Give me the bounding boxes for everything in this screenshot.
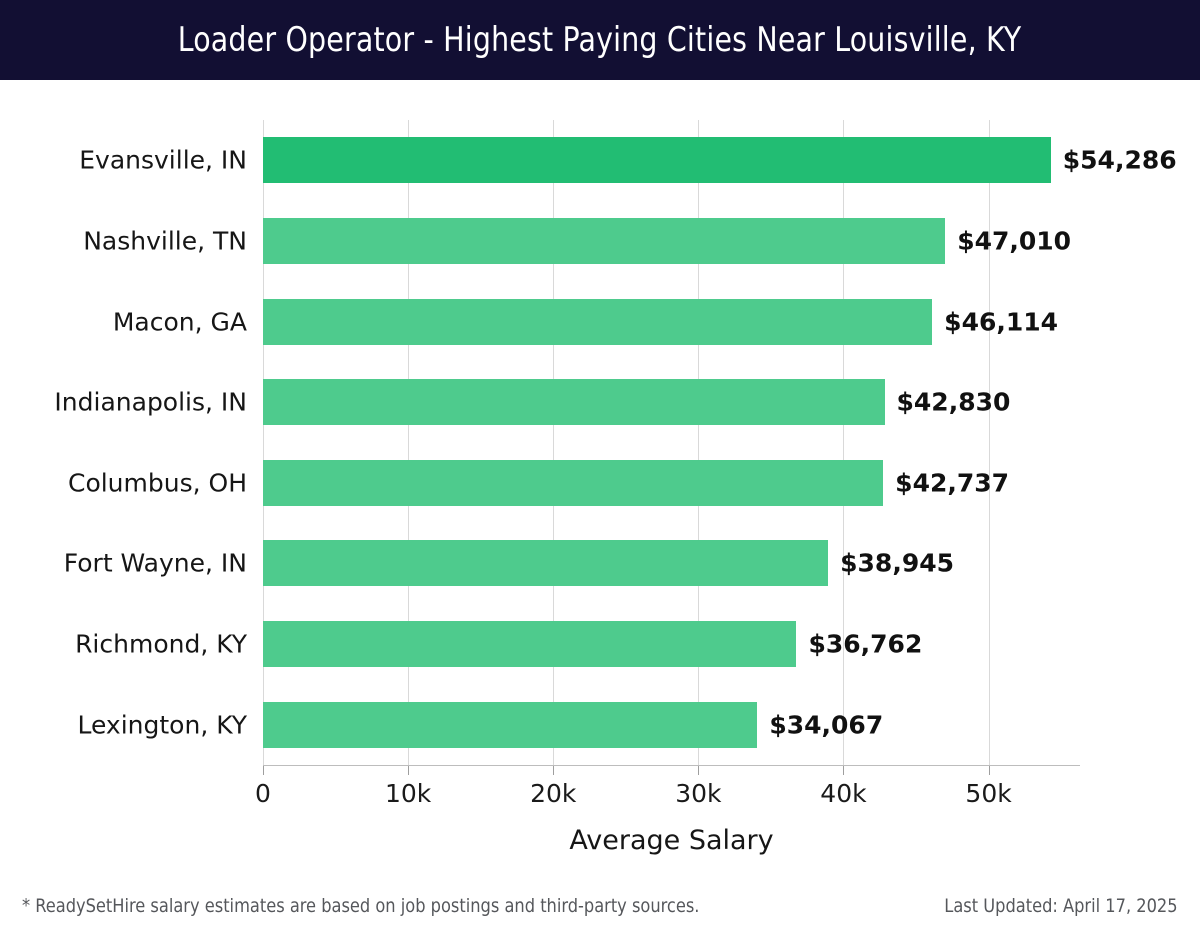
category-label-wrap: Nashville, TN	[0, 218, 247, 264]
footer-disclaimer: * ReadySetHire salary estimates are base…	[22, 895, 700, 917]
bar[interactable]	[263, 540, 829, 587]
bar[interactable]	[263, 298, 933, 345]
gridline	[408, 120, 410, 765]
x-tick-label: 50k	[965, 779, 1012, 808]
category-label: Fort Wayne, IN	[63, 548, 247, 578]
category-label: Columbus, OH	[67, 468, 247, 498]
category-label-wrap: Fort Wayne, IN	[0, 540, 247, 586]
bar-row[interactable]: $34,067	[263, 701, 1080, 748]
bar[interactable]	[263, 701, 758, 748]
bar-row[interactable]: $42,830	[263, 379, 1080, 426]
bar-row[interactable]: $54,286	[263, 137, 1177, 184]
bar-row[interactable]: $38,945	[263, 540, 1080, 587]
category-label-wrap: Macon, GA	[0, 299, 247, 345]
bar-value-label: $42,830	[896, 387, 1011, 417]
bar-chart: $54,286 $47,010 $46,114 $42,830 $42,737 $38,9…	[0, 80, 1200, 880]
footer-last-updated: Last Updated: April 17, 2025	[944, 895, 1178, 917]
x-tick-mark	[698, 766, 700, 775]
bar-value-label: $42,737	[895, 468, 1010, 498]
bar-row[interactable]: $47,010	[263, 217, 1080, 264]
bar-value-label: $38,945	[840, 548, 955, 578]
bar[interactable]	[263, 379, 885, 426]
x-tick-mark	[988, 766, 990, 775]
x-axis-label: Average Salary	[569, 825, 774, 856]
category-label: Lexington, KY	[77, 710, 248, 740]
bar-value-label: $36,762	[808, 629, 923, 659]
category-label-wrap: Evansville, IN	[0, 137, 247, 183]
bar-row[interactable]: $46,114	[263, 298, 1080, 345]
category-label: Richmond, KY	[75, 629, 247, 659]
gridline	[988, 120, 990, 765]
category-label: Nashville, TN	[83, 226, 247, 256]
category-label: Evansville, IN	[79, 145, 247, 175]
x-tick-label: 20k	[530, 779, 577, 808]
x-tick-label: 10k	[384, 779, 432, 808]
bar-value-label: $46,114	[944, 307, 1059, 337]
bar-row[interactable]: $36,762	[263, 621, 1080, 668]
gridline	[553, 120, 555, 765]
x-axis-line	[263, 765, 1080, 766]
chart-header-bar: Loader Operator - Highest Paying Cities …	[0, 0, 1200, 80]
plot-area: $54,286 $47,010 $46,114 $42,830 $42,737 $38,9…	[263, 120, 1177, 765]
x-tick-label: 40k	[820, 779, 867, 808]
category-label-wrap: Lexington, KY	[0, 702, 248, 748]
gridline	[263, 120, 264, 765]
bar-row[interactable]: $42,737	[263, 459, 1080, 506]
bar-value-label: $34,067	[769, 710, 884, 740]
chart-footer: * ReadySetHire salary estimates are base…	[0, 885, 1200, 940]
x-tick-mark	[553, 766, 555, 775]
bar[interactable]	[263, 621, 797, 668]
bar[interactable]	[263, 217, 946, 264]
bar[interactable]	[263, 137, 1051, 184]
category-label: Indianapolis, IN	[54, 387, 247, 417]
page-title: Loader Operator - Highest Paying Cities …	[178, 20, 1022, 60]
category-label: Macon, GA	[112, 307, 247, 337]
x-tick-mark	[843, 766, 845, 775]
gridline	[698, 120, 700, 765]
x-tick-label: 30k	[675, 779, 722, 808]
bar[interactable]	[263, 459, 884, 506]
gridline	[843, 120, 845, 765]
category-label-wrap: Richmond, KY	[0, 621, 247, 667]
x-tick-mark	[263, 766, 264, 775]
bar-value-label: $54,286	[1062, 145, 1177, 175]
x-tick-label: 0	[255, 779, 271, 808]
category-label-wrap: Columbus, OH	[0, 460, 247, 506]
category-label-wrap: Indianapolis, IN	[0, 379, 247, 425]
bar-value-label: $47,010	[957, 226, 1072, 256]
x-tick-mark	[408, 766, 410, 775]
